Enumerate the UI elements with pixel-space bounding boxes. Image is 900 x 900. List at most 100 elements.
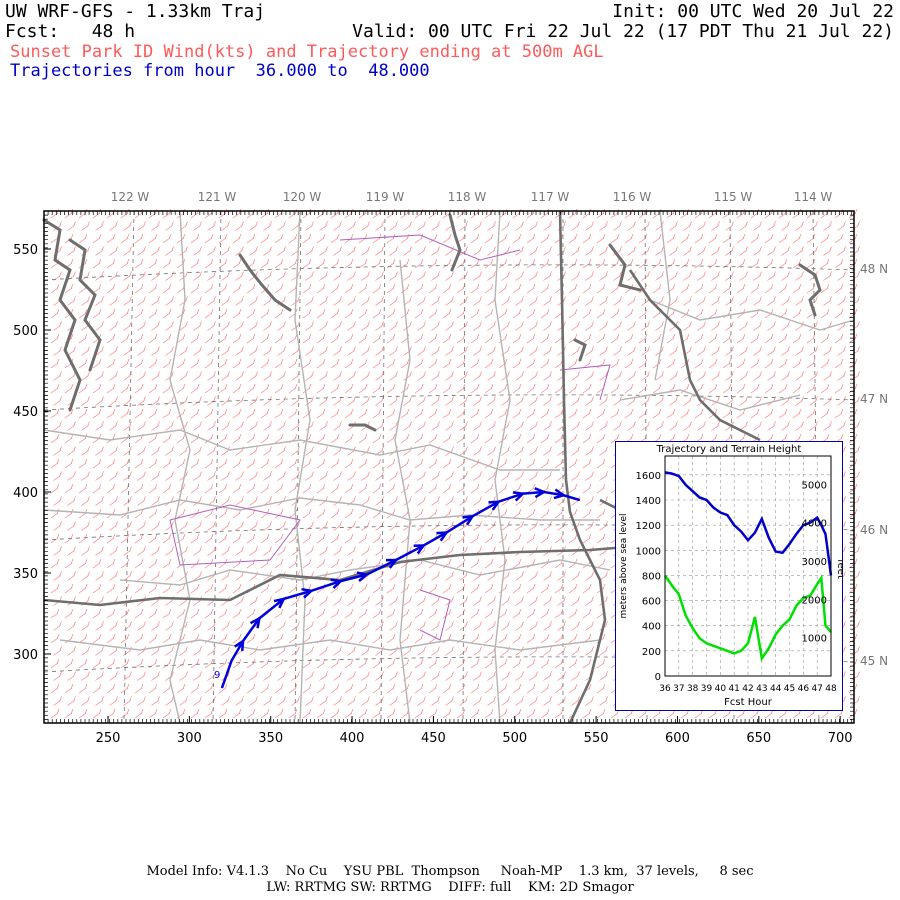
y-axis-tick-label: 400 <box>13 486 38 501</box>
inset-y-axis-right: 1000 2000 3000 4000 5000 <box>802 480 827 644</box>
inset-y-left-tick-label: 1200 <box>636 521 661 532</box>
coastline-segment <box>238 253 292 312</box>
longitude-label: 115 W <box>714 190 753 204</box>
longitude-labels: 122 W 121 W 120 W 119 W 118 W 117 W 116 W 115 W… <box>111 190 833 204</box>
x-axis-tick-label: 600 <box>665 731 690 746</box>
latitude-labels: 48 N 47 N 46 N 45 N <box>860 262 888 668</box>
longitude-gridline <box>294 210 302 724</box>
longitude-gridline <box>380 210 386 724</box>
inset-y-right-tick-label: 4000 <box>802 519 827 530</box>
trajectory-arrowhead <box>249 616 261 629</box>
x-axis-tick-label: 450 <box>421 731 446 746</box>
y-axis-tick-label: 450 <box>13 405 38 420</box>
y-axis-tick-label: 350 <box>13 567 38 582</box>
county-border <box>294 210 311 724</box>
terrain-height-line <box>663 574 832 662</box>
inset-y-left-tick-label: 1000 <box>636 546 661 557</box>
coastline <box>42 213 822 432</box>
map-y-axis: 550 500 450 400 350 300 <box>13 243 51 663</box>
inset-x-tick-label: 39 <box>701 684 713 694</box>
inset-xlabel: Fcst Hour <box>724 697 773 708</box>
longitude-gridline <box>212 210 222 724</box>
trajectory-arrowhead <box>385 558 399 569</box>
county-border <box>59 639 601 651</box>
coastline-segment <box>608 243 642 292</box>
county-border <box>169 210 191 724</box>
frame-tick-marks <box>43 210 854 723</box>
longitude-gridline <box>123 210 135 724</box>
inset-y-left-tick-label: 400 <box>642 622 661 633</box>
longitude-label: 116 W <box>613 190 652 204</box>
model-info-line1: Model Info: V4.1.3 No Cu YSU PBL Thompso… <box>146 864 754 879</box>
trajectory-start-marker: 9 <box>214 670 220 681</box>
inset-x-tick-label: 41 <box>728 684 739 694</box>
county-border <box>43 429 560 471</box>
inset-y-axis-left: 0 200 400 600 800 1000 1200 1400 1600 <box>636 471 661 683</box>
county-border <box>494 210 511 724</box>
latitude-label: 46 N <box>860 523 888 537</box>
x-axis-tick-label: 550 <box>584 731 609 746</box>
trajectory-arrowhead <box>436 531 449 542</box>
model-info-line2: LW: RRTMG SW: RRTMG DIFF: full KM: 2D Sm… <box>266 880 634 895</box>
trajectory-arrowhead <box>488 500 501 511</box>
y-axis-tick-label: 300 <box>13 648 38 663</box>
map-subtitle-wind: Sunset Park ID Wind(kts) and Trajectory … <box>10 42 604 62</box>
county-border <box>119 559 611 586</box>
x-axis-tick-label: 250 <box>96 731 121 746</box>
inset-x-tick-label: 43 <box>756 684 767 694</box>
latitude-label: 48 N <box>860 262 888 276</box>
y-axis-tick-label: 500 <box>13 324 38 339</box>
coastline-segment <box>68 238 102 372</box>
trajectory-arrowhead <box>512 491 526 502</box>
trajectory-arrowhead <box>553 488 567 500</box>
state-border <box>628 269 761 442</box>
longitude-label: 117 W <box>531 190 570 204</box>
x-axis-tick-label: 350 <box>258 731 283 746</box>
trajectory-arrowhead <box>273 597 286 609</box>
inset-x-tick-label: 42 <box>742 684 753 694</box>
latitude-label: 47 N <box>860 392 888 406</box>
trajectory-arrowhead <box>356 571 370 582</box>
admin-border <box>339 234 521 261</box>
forecast-hour: Fcst: 48 h <box>5 21 136 42</box>
trajectory-arrowhead <box>534 487 547 499</box>
latitude-label: 45 N <box>860 654 888 668</box>
trajectory-terrain-inset: Trajectory and Terrain Height 36 37 38 39 40… <box>615 441 843 711</box>
trajectory-path: 9 <box>214 487 581 689</box>
inset-y-left-tick-label: 1400 <box>636 496 661 507</box>
coastline-segment <box>348 423 377 432</box>
inset-x-tick-label: 40 <box>715 684 727 694</box>
trajectory-arrowhead <box>462 514 475 526</box>
inset-ylabel-left: meters above sea level <box>619 513 629 618</box>
trajectory-arrowhead <box>301 587 315 599</box>
longitude-label: 118 W <box>448 190 487 204</box>
longitude-label: 121 W <box>198 190 237 204</box>
inset-x-axis: 36 37 38 39 40 41 42 43 44 45 46 47 48 <box>659 684 837 694</box>
inset-x-tick-label: 45 <box>784 684 795 694</box>
inset-y-right-tick-label: 1000 <box>802 634 827 645</box>
inset-x-tick-label: 47 <box>811 684 822 694</box>
y-axis-tick-label: 550 <box>13 243 38 258</box>
inset-y-left-tick-label: 1600 <box>636 471 661 482</box>
map-x-axis: 250 300 350 400 450 500 550 600 650 700 <box>96 716 853 746</box>
coastline-segment <box>573 338 587 362</box>
county-border <box>619 389 801 411</box>
inset-series <box>663 471 833 662</box>
longitude-gridline <box>462 210 466 724</box>
x-axis-tick-label: 500 <box>502 731 527 746</box>
county-border <box>394 259 411 724</box>
admin-border <box>169 504 301 566</box>
map-frame-ticks <box>43 210 854 723</box>
county-border <box>654 210 671 381</box>
model-title: UW WRF-GFS - 1.33km Traj <box>5 1 266 22</box>
coastline-segment <box>42 218 82 412</box>
trajectory-line <box>220 490 581 689</box>
inset-x-tick-label: 46 <box>798 684 810 694</box>
inset-x-tick-label: 44 <box>770 684 782 694</box>
inset-y-right-tick-label: 3000 <box>802 557 827 568</box>
map-frame <box>43 210 855 724</box>
trajectory-arrowhead <box>234 638 245 652</box>
inset-y-left-tick-label: 600 <box>642 597 661 608</box>
admin-border <box>419 589 451 641</box>
